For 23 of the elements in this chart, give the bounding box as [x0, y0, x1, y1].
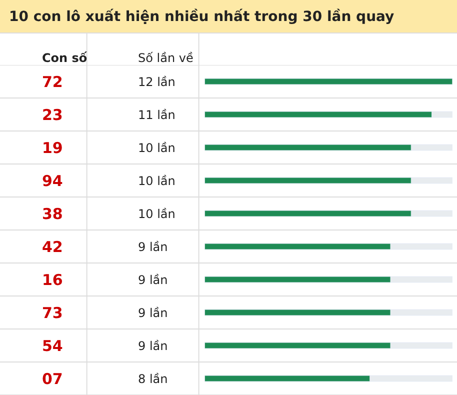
y-tick-label: 94 — [42, 172, 63, 190]
data-label: 9 lần — [138, 240, 168, 254]
data-label: 10 lần — [138, 207, 176, 221]
y-tick-label: 38 — [42, 205, 63, 223]
text: Con số — [42, 51, 88, 65]
y-tick-label: 73 — [42, 304, 63, 322]
data-label: 12 lần — [138, 75, 176, 89]
data-label: 10 lần — [138, 141, 176, 155]
y-tick-label: 07 — [42, 370, 63, 388]
text: Số lần về — [138, 51, 194, 65]
y-tick-label: 19 — [42, 139, 63, 157]
y-tick-label: 72 — [42, 73, 63, 91]
data-label: 8 lần — [138, 372, 168, 386]
y-tick-label: 42 — [42, 238, 63, 256]
data-label: 9 lần — [138, 273, 168, 287]
chart-title: 10 con lô xuất hiện nhiều nhất trong 30 lần quay — [9, 8, 394, 25]
data-label: 10 lần — [138, 174, 176, 188]
data-label: 9 lần — [138, 306, 168, 320]
data-label: 11 lần — [138, 108, 176, 122]
y-tick-label: 16 — [42, 271, 63, 289]
y-tick-label: 23 — [42, 106, 63, 124]
data-label: 9 lần — [138, 339, 168, 353]
y-tick-label: 54 — [42, 337, 63, 355]
